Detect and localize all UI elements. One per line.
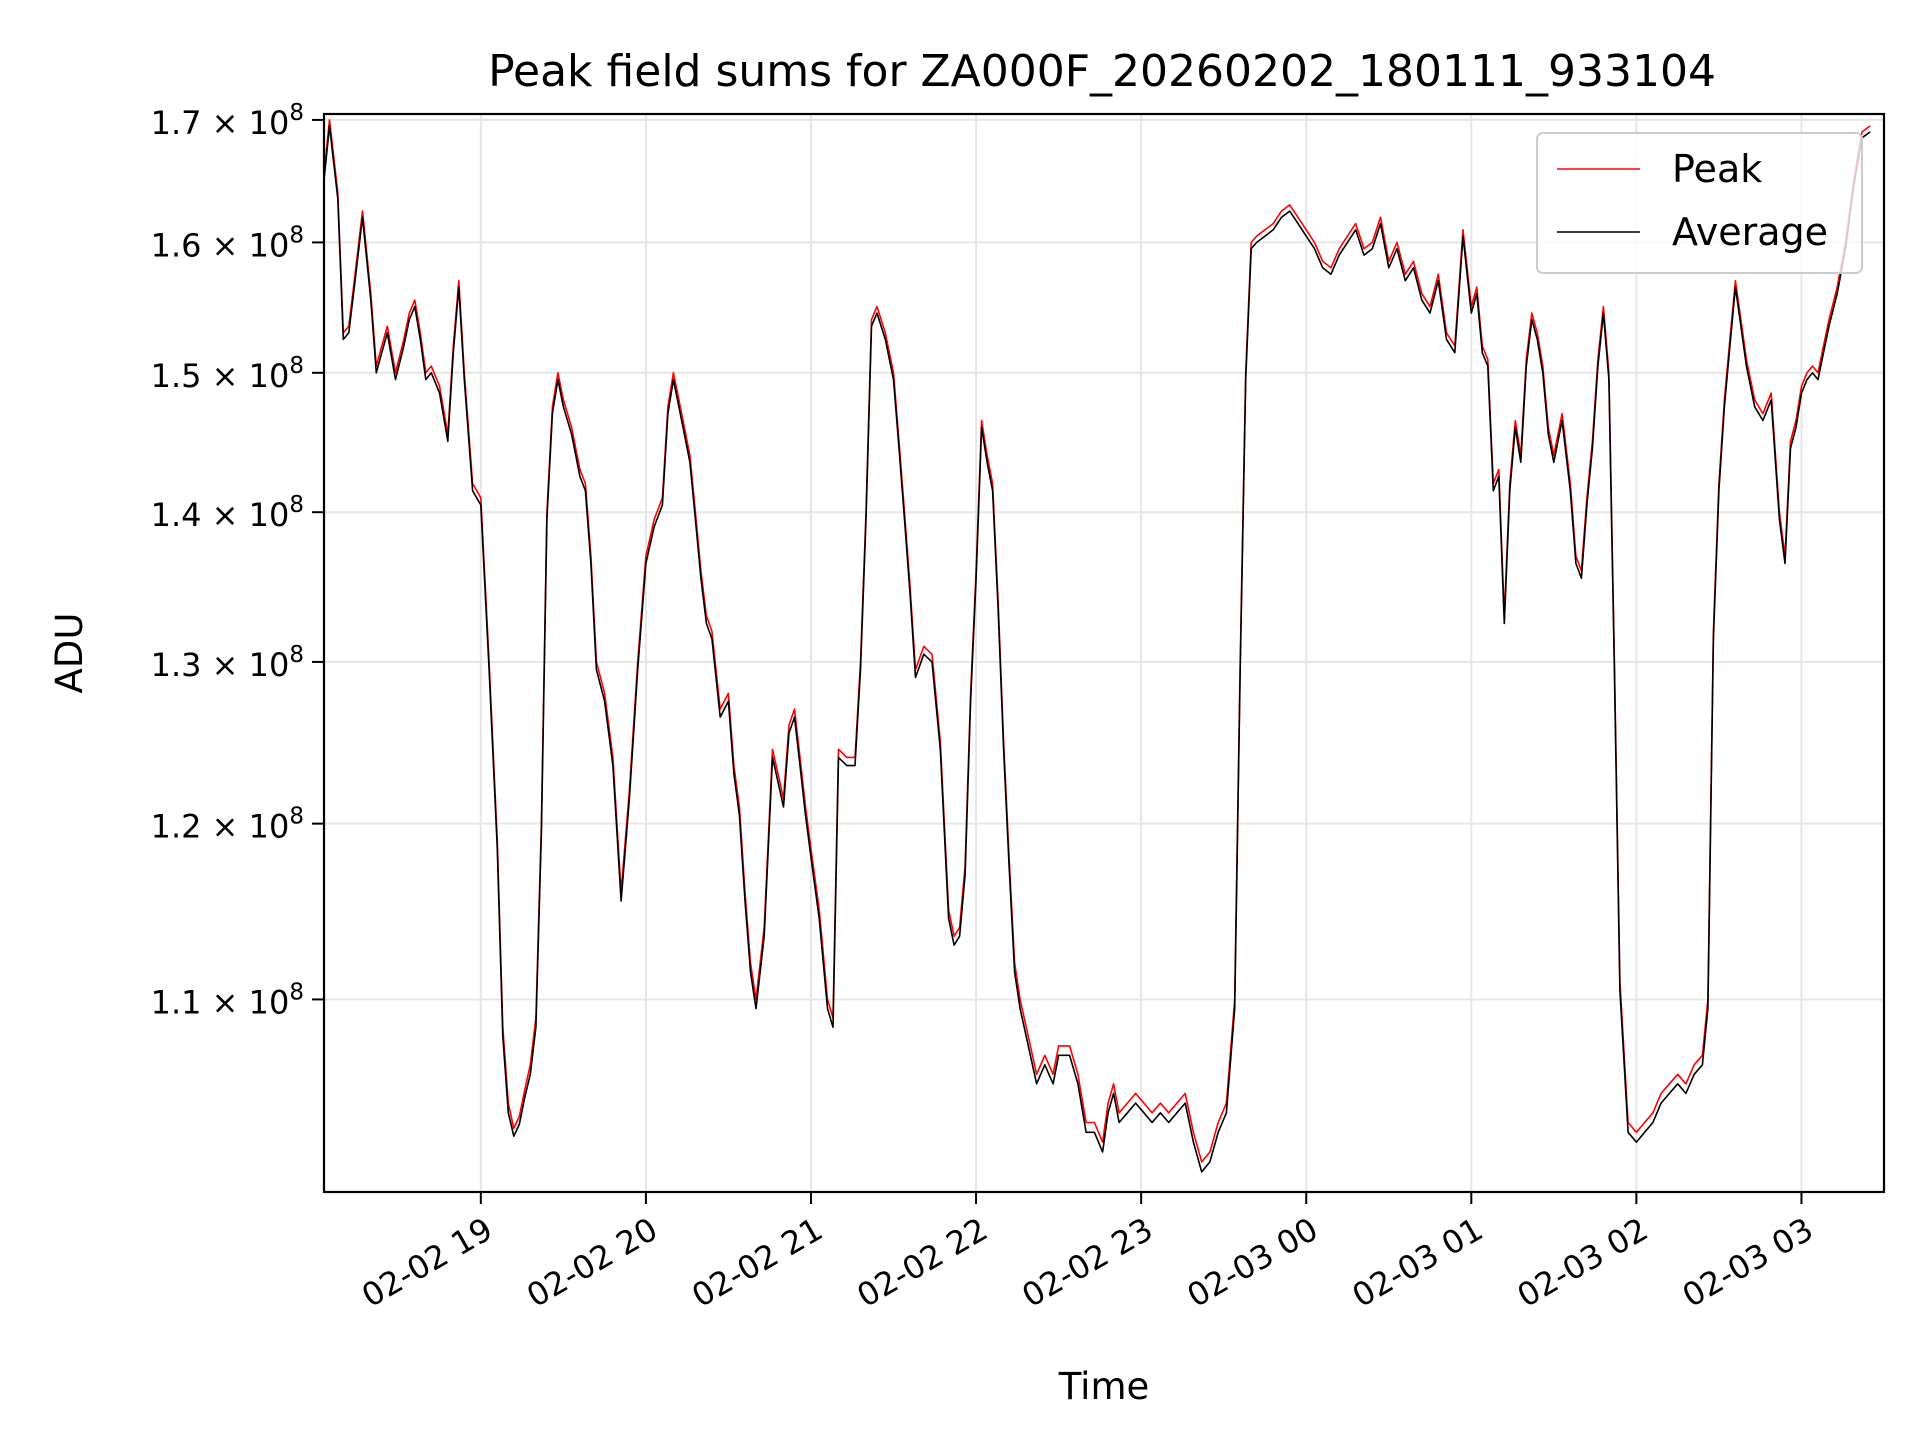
legend-label-peak: Peak <box>1672 147 1762 191</box>
y-tick-mantissa: 1.2 <box>151 808 202 846</box>
plot-frame <box>322 112 1886 1194</box>
legend-box <box>1536 132 1863 274</box>
y-tick-exponent: 8 <box>289 353 304 379</box>
y-tick-label: 1.5 × 108 <box>151 353 304 395</box>
y-tick-label: 1.2 × 108 <box>151 804 304 846</box>
y-tick-label: 1.7 × 108 <box>151 100 304 142</box>
y-axis-label: ADU <box>48 613 91 694</box>
chart-title: Peak field sums for ZA000F_20260202_1801… <box>488 46 1716 97</box>
y-tick-mantissa: 1.6 <box>151 226 202 264</box>
y-tick-mantissa: 1.7 <box>151 104 202 142</box>
y-tick-label: 1.1 × 108 <box>151 979 304 1021</box>
y-axis: 1.1 × 108 1.2 × 108 1.3 × 108 1.4 × 108 1.5 … <box>151 100 324 1021</box>
y-tick-exponent: 8 <box>289 979 304 1005</box>
y-tick-exponent: 8 <box>289 222 304 248</box>
y-tick-mantissa: 1.4 <box>151 496 202 534</box>
y-tick-exponent: 8 <box>289 642 304 668</box>
y-tick-label: 1.4 × 108 <box>151 492 304 534</box>
legend: Peak Average <box>1536 132 1863 274</box>
y-tick-mantissa: 1.3 <box>151 646 202 684</box>
x-axis-label: Time <box>1058 1365 1150 1408</box>
legend-label-average: Average <box>1672 210 1828 254</box>
grid <box>324 114 1884 1192</box>
series-line-average <box>324 125 1871 1173</box>
y-tick-label: 1.3 × 108 <box>151 642 304 684</box>
y-tick-exponent: 8 <box>289 492 304 518</box>
y-tick-label: 1.6 × 108 <box>151 222 304 264</box>
y-tick-mantissa: 1.1 <box>151 983 202 1021</box>
y-tick-exponent: 8 <box>289 100 304 126</box>
y-tick-mantissa: 1.5 <box>151 357 202 395</box>
y-tick-exponent: 8 <box>289 804 304 830</box>
series-layer <box>324 119 1871 1173</box>
